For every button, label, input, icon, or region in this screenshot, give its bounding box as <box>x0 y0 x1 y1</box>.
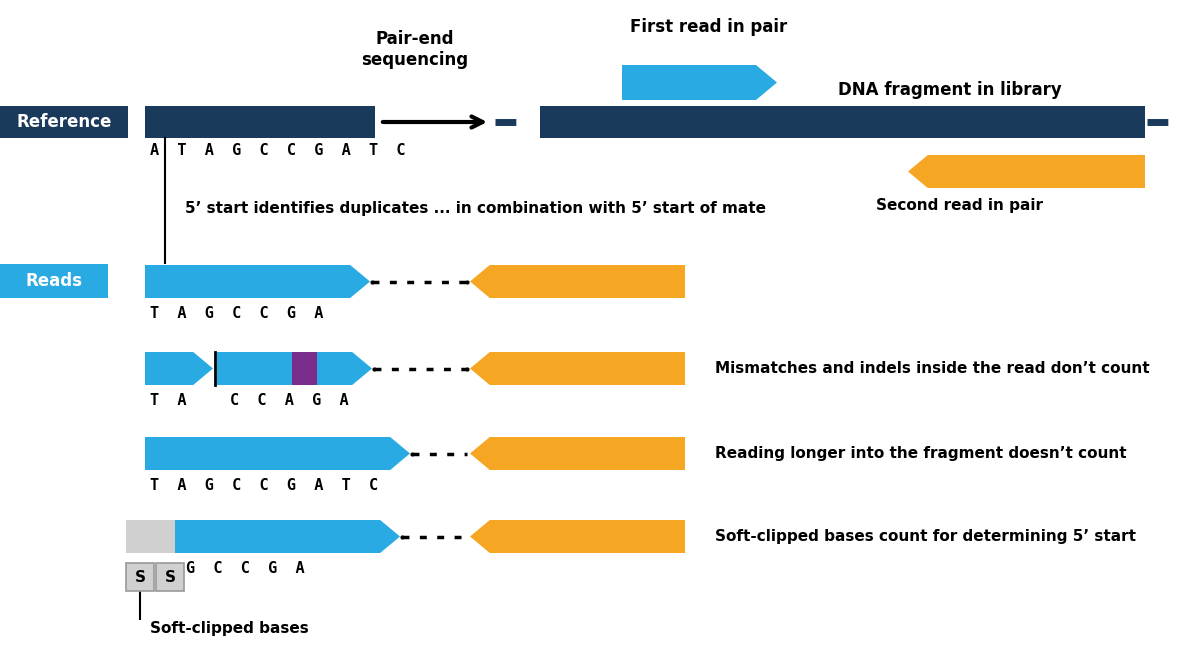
Text: Reference: Reference <box>17 113 112 131</box>
Text: DNA fragment in library: DNA fragment in library <box>838 81 1062 99</box>
Polygon shape <box>470 520 685 553</box>
Text: S: S <box>134 570 145 584</box>
Text: S: S <box>164 570 175 584</box>
Polygon shape <box>622 65 778 100</box>
Bar <box>145 106 374 138</box>
Text: C  C  A  G  A: C C A G A <box>230 393 349 408</box>
Bar <box>126 520 194 553</box>
Bar <box>292 352 317 385</box>
Text: Mismatches and indels inside the read don’t count: Mismatches and indels inside the read do… <box>715 361 1150 376</box>
Text: T  A  G  C  C  G  A: T A G C C G A <box>150 306 323 321</box>
Bar <box>126 563 154 591</box>
Polygon shape <box>470 352 685 385</box>
Polygon shape <box>470 437 685 470</box>
Bar <box>0 264 108 298</box>
Text: A  T  A  G  C  C  G  A  T  C: A T A G C C G A T C <box>150 143 406 158</box>
Polygon shape <box>145 352 214 385</box>
Bar <box>540 106 1145 138</box>
Polygon shape <box>908 155 1145 188</box>
Polygon shape <box>217 352 372 385</box>
Text: T  A  G  C  C  G  A  T  C: T A G C C G A T C <box>150 478 378 493</box>
Polygon shape <box>470 265 685 298</box>
Polygon shape <box>175 520 400 553</box>
Text: Soft-clipped bases count for determining 5’ start: Soft-clipped bases count for determining… <box>715 529 1136 544</box>
Text: First read in pair: First read in pair <box>630 18 787 36</box>
Text: T  A: T A <box>150 393 186 408</box>
Text: G  C  C  G  A: G C C G A <box>186 561 305 576</box>
Text: Second read in pair: Second read in pair <box>876 198 1044 213</box>
Polygon shape <box>145 265 370 298</box>
Bar <box>156 563 184 591</box>
Text: Pair-end
sequencing: Pair-end sequencing <box>361 30 468 69</box>
Polygon shape <box>145 437 410 470</box>
Text: 5’ start identifies duplicates ... in combination with 5’ start of mate: 5’ start identifies duplicates ... in co… <box>185 200 766 216</box>
Bar <box>0 106 128 138</box>
Text: Reads: Reads <box>25 272 83 290</box>
Text: Soft-clipped bases: Soft-clipped bases <box>150 621 308 636</box>
Text: Reading longer into the fragment doesn’t count: Reading longer into the fragment doesn’t… <box>715 446 1127 461</box>
